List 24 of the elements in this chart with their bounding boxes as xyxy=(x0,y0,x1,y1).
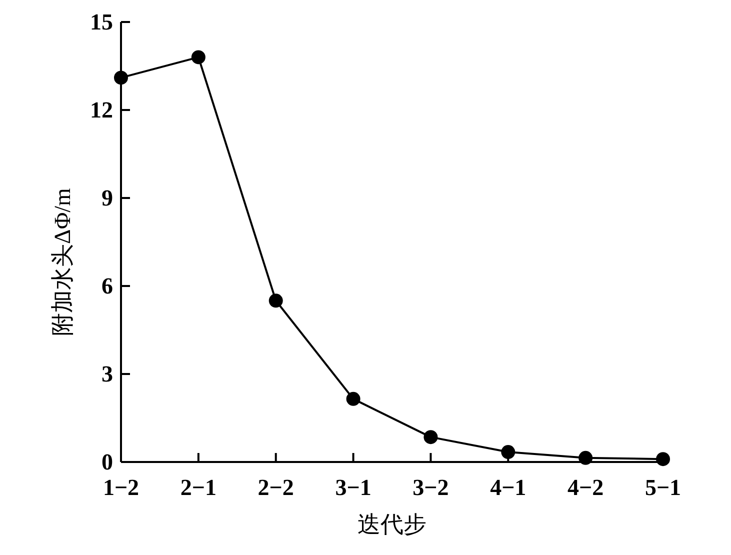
point xyxy=(346,392,360,406)
y-tick-label: 0 xyxy=(102,450,113,474)
point xyxy=(501,445,516,460)
point xyxy=(424,430,438,444)
y-tick-label: 9 xyxy=(102,186,113,210)
y-tick-label: 15 xyxy=(90,10,113,34)
x-axis-title: 迭代步 xyxy=(358,512,426,537)
x-tick-label: 4−2 xyxy=(568,475,604,500)
x-tick-label: 4−1 xyxy=(490,475,526,500)
point xyxy=(268,294,283,308)
point xyxy=(114,70,128,85)
y-tick-label: 12 xyxy=(90,98,113,122)
x-tick-label: 1−2 xyxy=(102,475,140,500)
x-tick-label: 2−1 xyxy=(180,475,216,500)
point xyxy=(656,452,670,466)
x-tick-label: 5−1 xyxy=(644,475,682,500)
x-tick-label: 3−1 xyxy=(335,475,372,500)
point xyxy=(191,50,206,64)
point xyxy=(578,450,593,465)
y-tick-label: 6 xyxy=(102,274,113,298)
x-tick-label: 3−2 xyxy=(412,475,449,500)
x-tick-label: 2−2 xyxy=(258,475,294,500)
y-tick-label: 3 xyxy=(102,362,113,386)
y-axis-title: 附加水头ΔΦ/m xyxy=(50,188,75,336)
